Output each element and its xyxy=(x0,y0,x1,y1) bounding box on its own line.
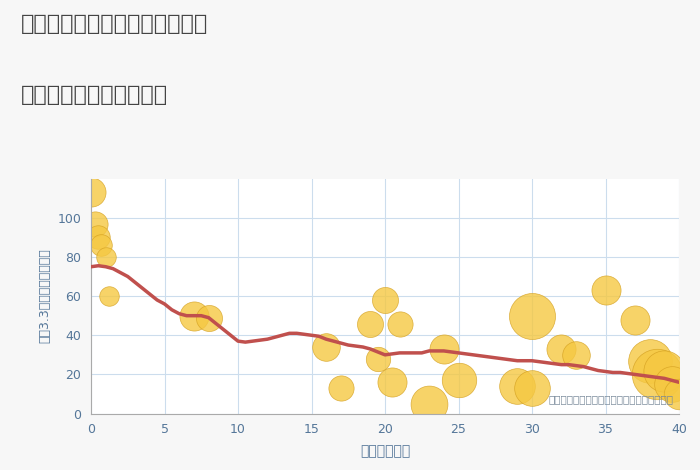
Point xyxy=(512,383,523,390)
Point xyxy=(103,292,114,300)
Text: 福岡県北九州市門司区黒川東の: 福岡県北九州市門司区黒川東の xyxy=(21,14,209,34)
Point xyxy=(453,376,464,384)
Point xyxy=(394,320,405,327)
Point xyxy=(85,188,97,196)
Point xyxy=(203,314,214,321)
Text: 円の大きさは、取引のあった物件面積を示す: 円の大きさは、取引のあった物件面積を示す xyxy=(548,394,673,404)
Point xyxy=(570,351,582,359)
Text: 築年数別中古戸建て価格: 築年数別中古戸建て価格 xyxy=(21,85,168,105)
Point xyxy=(321,343,332,351)
Point xyxy=(629,316,641,323)
Point xyxy=(100,253,111,261)
Point xyxy=(92,234,104,241)
Point xyxy=(379,296,391,304)
Point xyxy=(652,371,663,378)
Point xyxy=(526,384,538,392)
Point xyxy=(365,320,376,327)
Point xyxy=(335,384,346,392)
Point xyxy=(90,220,101,227)
Y-axis label: 坪（3.3㎡）単価（万円）: 坪（3.3㎡）単価（万円） xyxy=(38,249,52,344)
Point xyxy=(424,400,435,407)
Point xyxy=(666,381,678,388)
Point xyxy=(644,357,655,365)
Point xyxy=(188,312,199,320)
Point xyxy=(438,345,449,352)
Point xyxy=(600,287,611,294)
Point xyxy=(659,367,670,374)
X-axis label: 築年数（年）: 築年数（年） xyxy=(360,445,410,459)
Point xyxy=(556,345,567,352)
Point xyxy=(386,378,398,386)
Point xyxy=(526,312,538,320)
Point xyxy=(673,390,685,398)
Point xyxy=(96,242,107,249)
Point xyxy=(372,355,384,362)
